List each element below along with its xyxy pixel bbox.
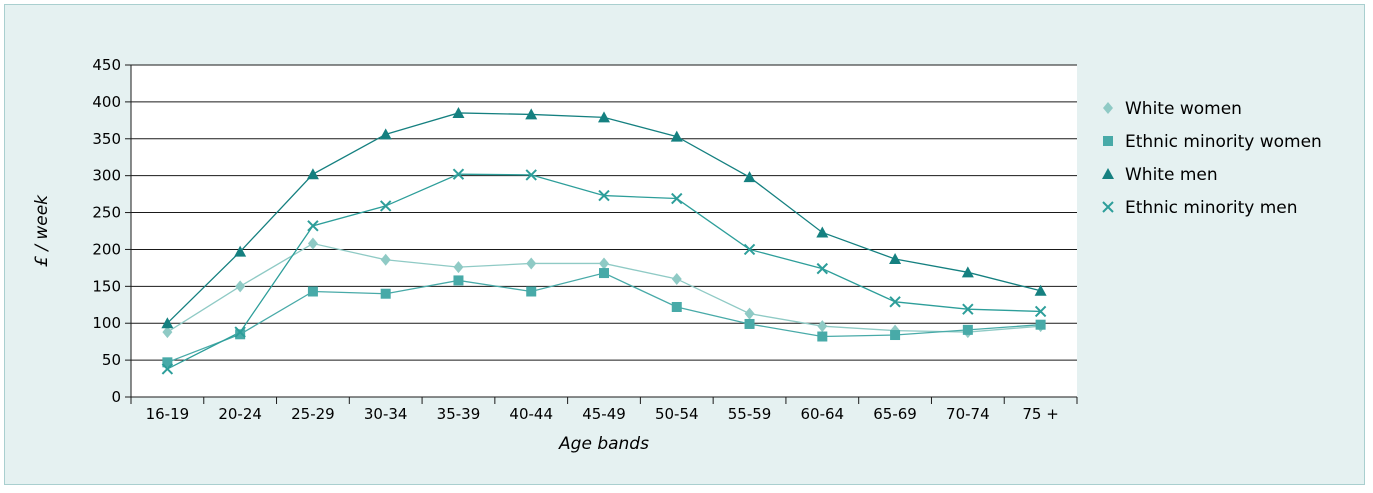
data-point — [961, 266, 974, 278]
data-point — [235, 329, 246, 340]
data-point — [234, 245, 247, 257]
legend-label: Ethnic minority women — [1125, 132, 1322, 152]
x-tick-labels: 16-19 20-24 25-29 30-34 35-39 40-44 45-49 50-54… — [146, 405, 1059, 423]
data-point — [599, 268, 609, 279]
data-point — [816, 226, 829, 238]
x-tick-label: 65-69 — [873, 405, 917, 423]
x-tick-label: 30-34 — [364, 405, 408, 423]
data-point — [306, 168, 319, 180]
y-tick-label: 100 — [92, 314, 121, 332]
y-tick-labels: 0 50 100 150 200 250 300 350 400 450 — [92, 56, 121, 406]
data-point — [380, 253, 391, 266]
data-point — [235, 280, 246, 293]
x-tick-label: 40-44 — [509, 405, 553, 423]
x-tick-label: 35-39 — [437, 405, 481, 423]
y-tick-label: 50 — [102, 351, 121, 369]
gridlines — [131, 64, 1077, 361]
series-markers — [161, 106, 1047, 375]
data-point — [817, 331, 828, 342]
x-tick-label: 16-19 — [146, 405, 190, 423]
y-tick-label: 350 — [92, 130, 121, 148]
axes — [125, 64, 1078, 404]
y-tick-label: 300 — [92, 167, 121, 185]
data-point — [161, 317, 174, 329]
y-tick-label: 200 — [92, 240, 121, 258]
data-point — [1034, 284, 1047, 296]
data-point — [161, 363, 174, 375]
data-point — [307, 237, 318, 250]
data-point — [525, 169, 537, 181]
data-point — [307, 220, 319, 232]
x-tick-label: 70-74 — [946, 405, 990, 423]
legend-marker — [1102, 168, 1114, 179]
data-point — [162, 357, 173, 368]
data-point — [526, 257, 537, 270]
data-point — [744, 307, 755, 320]
data-point — [817, 320, 828, 333]
legend-marker — [1103, 102, 1113, 114]
legend-marker — [1102, 201, 1114, 213]
x-axis-title: Age bands — [558, 434, 649, 454]
legend-label: Ethnic minority men — [1125, 198, 1298, 218]
data-point — [670, 130, 683, 142]
x-tick-label: 55-59 — [728, 405, 772, 423]
data-point — [889, 253, 902, 265]
data-point — [234, 326, 246, 338]
data-point — [671, 301, 682, 312]
y-tick-label: 150 — [92, 277, 121, 295]
legend-marker — [1103, 136, 1113, 146]
data-point — [962, 303, 974, 315]
x-tick-label: 60-64 — [801, 405, 845, 423]
data-point — [743, 171, 756, 183]
data-point — [816, 262, 829, 275]
data-point — [379, 200, 392, 212]
x-tick-label: 50-54 — [655, 405, 699, 423]
x-tick-label: 20-24 — [218, 405, 262, 423]
data-point — [452, 106, 465, 118]
y-tick-label: 0 — [111, 388, 121, 406]
data-point — [598, 189, 610, 202]
data-point — [162, 326, 173, 339]
data-point — [671, 192, 683, 205]
data-point — [671, 272, 682, 285]
data-point — [1035, 319, 1046, 330]
data-point — [379, 128, 392, 140]
data-point — [453, 275, 464, 286]
legend-label: White women — [1125, 99, 1242, 119]
data-point — [962, 324, 973, 335]
data-point — [743, 243, 756, 256]
x-tick-label: 25-29 — [291, 405, 335, 423]
data-point — [744, 318, 755, 329]
y-axis-title: £ / week — [32, 194, 52, 267]
data-point — [307, 286, 318, 297]
data-point — [380, 288, 391, 299]
y-tick-label: 400 — [92, 93, 121, 111]
x-tick-label: 45-49 — [582, 405, 626, 423]
data-point — [599, 257, 609, 270]
data-point — [1034, 305, 1047, 318]
legend: White women Ethnic minority women White me… — [1102, 99, 1322, 218]
data-point — [598, 111, 610, 123]
x-tick-label: 75 + — [1022, 405, 1058, 423]
data-point — [525, 108, 538, 120]
y-tick-label: 250 — [92, 204, 121, 222]
legend-label: White men — [1125, 165, 1218, 185]
data-point — [453, 261, 464, 274]
data-point — [889, 296, 901, 308]
data-point — [452, 168, 465, 180]
y-tick-label: 450 — [92, 56, 121, 74]
data-point — [526, 286, 537, 297]
data-point — [890, 330, 901, 341]
